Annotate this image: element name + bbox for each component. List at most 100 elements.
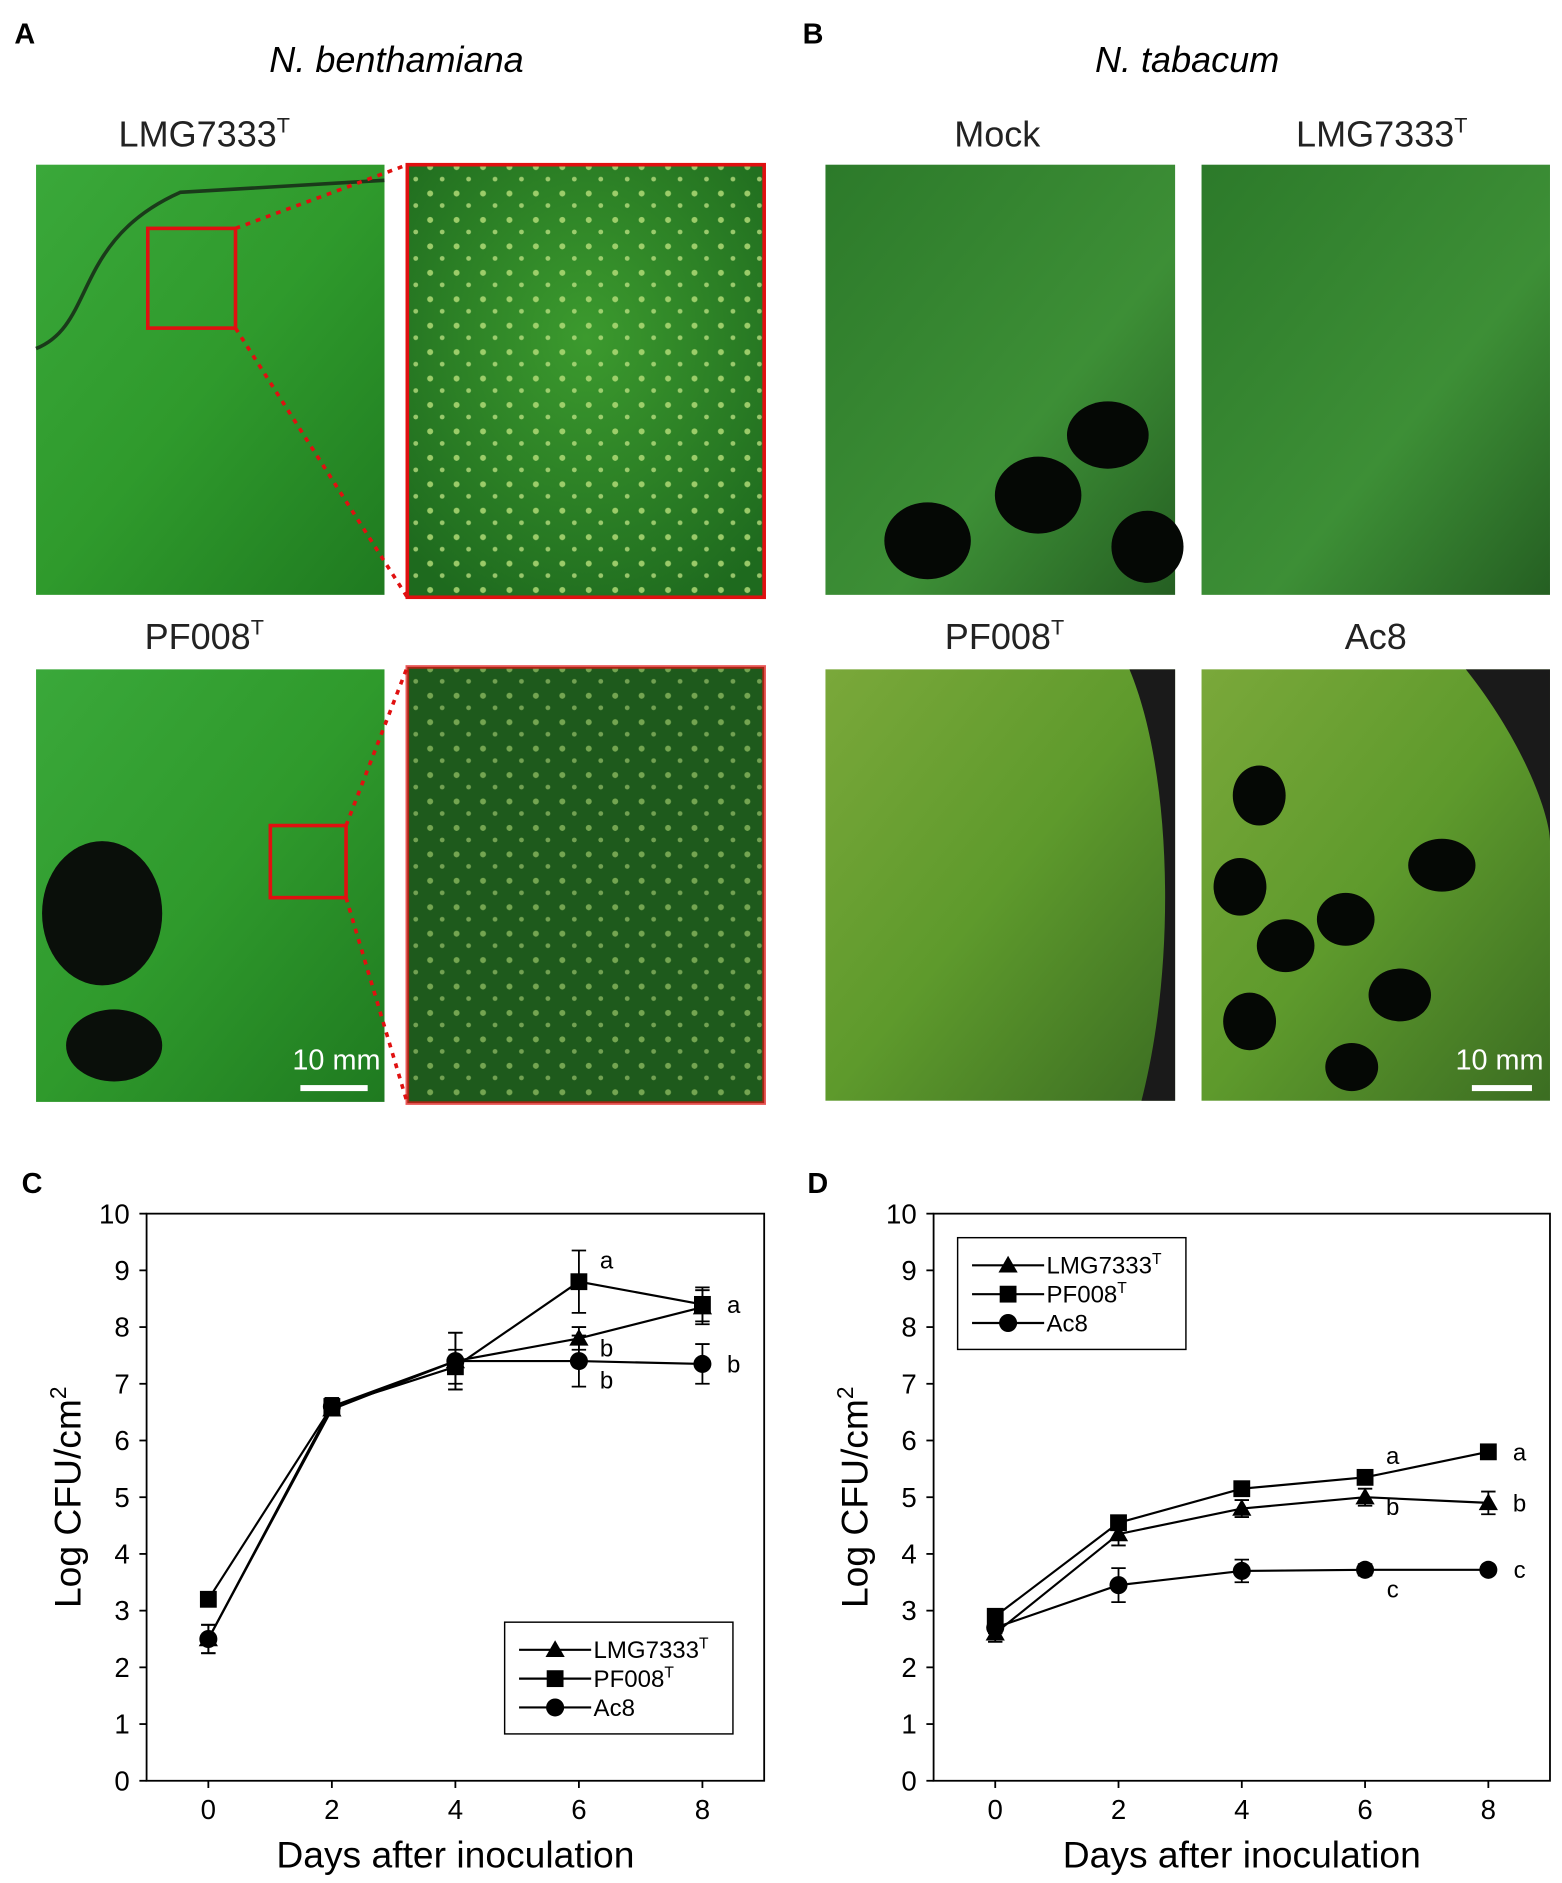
legend-label-sup: T — [664, 1664, 674, 1681]
photo-label-text: Mock — [954, 114, 1041, 155]
significance-letter: b — [727, 1351, 740, 1378]
photo-label-sup: T — [1454, 112, 1467, 137]
marker — [1232, 1561, 1251, 1580]
background — [1129, 669, 1176, 1101]
legend-label: Ac8 — [1047, 1310, 1088, 1337]
photo-label: Ac8 — [1345, 616, 1407, 657]
marker — [570, 1273, 588, 1291]
panel-label: A — [14, 18, 35, 50]
x-tick-label: 2 — [1111, 1794, 1126, 1825]
x-tick-label: 8 — [1481, 1794, 1496, 1825]
background — [1465, 669, 1550, 842]
significance-letter: c — [1514, 1557, 1526, 1584]
zoom-line — [344, 666, 410, 827]
significance-letter: b — [1386, 1494, 1399, 1521]
x-tick-label: 4 — [448, 1794, 463, 1825]
leaf-hole — [884, 502, 971, 580]
marker — [1478, 1493, 1498, 1511]
leaf-hole — [1316, 892, 1375, 946]
photo-label-text: PF008 — [945, 616, 1051, 657]
legend-marker — [999, 1285, 1017, 1303]
y-axis-label-text: Log CFU/cm — [47, 1399, 89, 1608]
legend-label-text: LMG7333 — [1047, 1253, 1152, 1280]
legend-marker — [998, 1255, 1018, 1273]
x-axis-label: Days after inoculation — [1063, 1833, 1421, 1875]
y-tick-label: 0 — [901, 1765, 916, 1796]
significance-letter: a — [727, 1292, 741, 1319]
leaf-hole — [1325, 1043, 1379, 1092]
leaf-hole — [1408, 838, 1476, 892]
photo-zoom-overlay — [405, 665, 766, 1105]
photo-label-sup: T — [277, 112, 290, 137]
y-tick-label: 4 — [901, 1539, 916, 1570]
legend-label-sup: T — [1117, 1280, 1127, 1297]
y-tick-label: 9 — [114, 1255, 129, 1286]
marker — [199, 1629, 218, 1649]
species-label: N. benthamiana — [269, 39, 523, 80]
y-tick-label: 5 — [114, 1482, 129, 1513]
y-tick-label: 1 — [114, 1709, 129, 1740]
x-tick-label: 0 — [201, 1794, 216, 1825]
leaf-hole — [1213, 857, 1267, 916]
legend-label: LMG7333T — [594, 1636, 709, 1665]
leaf-hole — [1232, 765, 1286, 826]
y-tick-label: 7 — [114, 1368, 129, 1399]
photo — [36, 164, 385, 595]
leaf-hole — [1066, 401, 1149, 469]
leaf-hole — [66, 1009, 163, 1082]
x-tick-label: 8 — [695, 1794, 710, 1825]
y-tick-label: 8 — [114, 1312, 129, 1343]
photo-zoom-overlay — [405, 162, 766, 600]
marker — [1109, 1576, 1128, 1595]
leaf-hole — [1111, 510, 1184, 583]
zoom-box — [268, 823, 348, 900]
series-line — [994, 1450, 1489, 1618]
y-tick-label: 8 — [901, 1312, 916, 1343]
scale-bar — [1471, 1085, 1532, 1092]
significance-letter: b — [1513, 1490, 1526, 1517]
panel-label: D — [807, 1168, 828, 1200]
x-tick-label: 2 — [324, 1794, 339, 1825]
marker — [199, 1590, 217, 1608]
y-tick-label: 6 — [901, 1425, 916, 1456]
legend-marker — [999, 1313, 1018, 1332]
marker — [569, 1352, 588, 1371]
photo-label-sup: T — [251, 615, 264, 640]
series-line — [207, 1360, 703, 1640]
marker — [693, 1354, 712, 1373]
x-tick-label: 6 — [1357, 1794, 1372, 1825]
zoom-box — [145, 226, 238, 330]
photo-label: PF008T — [945, 615, 1064, 657]
marker — [1108, 1524, 1129, 1542]
panel-label: C — [22, 1168, 43, 1200]
panel-label: B — [803, 18, 824, 50]
legend-label-text: PF008 — [1047, 1282, 1118, 1309]
scale-bar-label: 10 mm — [1455, 1044, 1543, 1076]
legend-label-text: Ac8 — [594, 1695, 635, 1722]
legend-label: Ac8 — [594, 1695, 635, 1722]
leaf-vein — [35, 178, 385, 351]
y-tick-label: 9 — [901, 1255, 916, 1286]
leaf-hole — [1223, 992, 1277, 1051]
marker — [694, 1295, 711, 1313]
species-label: N. tabacum — [1095, 39, 1279, 80]
y-tick-label: 4 — [114, 1539, 129, 1570]
y-tick-label: 2 — [114, 1652, 129, 1683]
photo-label: Mock — [954, 114, 1041, 155]
photo-label-sup: T — [1051, 615, 1064, 640]
marker — [1233, 1480, 1251, 1498]
y-axis-label: Log CFU/cm2 — [832, 1386, 875, 1608]
photo-label: LMG7333T — [1296, 112, 1467, 154]
leaf-hole — [42, 841, 163, 986]
y-tick-label: 5 — [901, 1482, 916, 1513]
marker — [1355, 1487, 1375, 1505]
photo-label-text: Ac8 — [1345, 616, 1407, 657]
y-tick-label: 3 — [114, 1595, 129, 1626]
photo-label: PF008T — [145, 615, 264, 657]
marker — [1356, 1560, 1375, 1579]
x-tick-label: 4 — [1234, 1794, 1249, 1825]
y-axis-label-sup: 2 — [45, 1386, 71, 1399]
marker — [986, 1618, 1005, 1637]
